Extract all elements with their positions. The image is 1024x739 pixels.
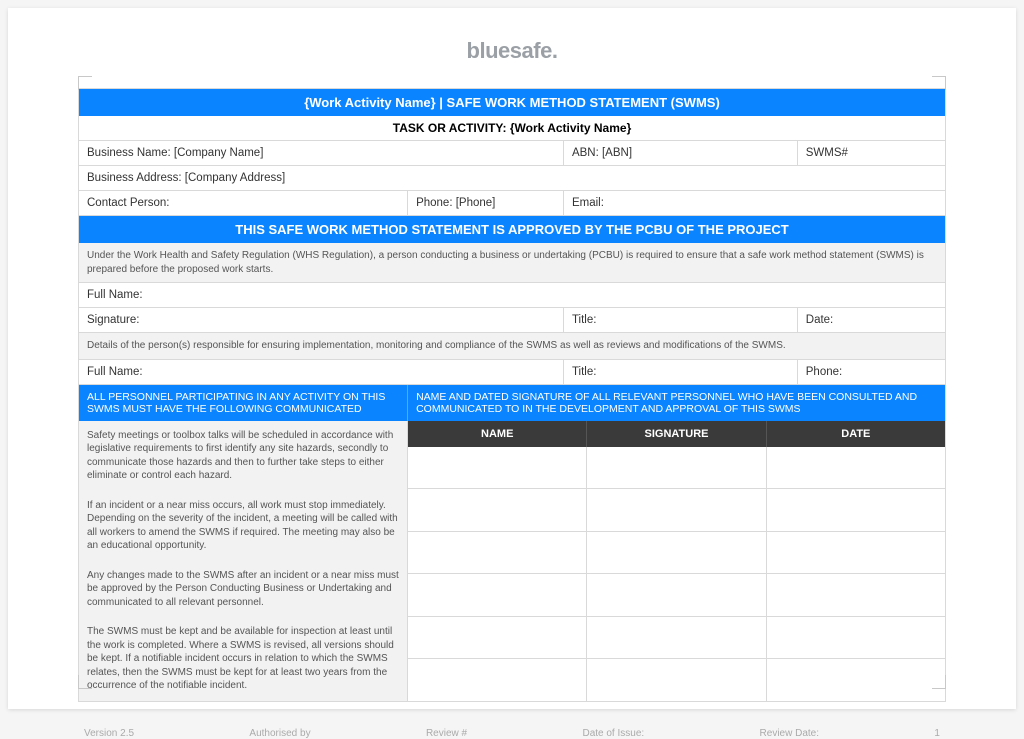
contact-row: Contact Person: Phone: [Phone] Email: bbox=[79, 191, 945, 216]
email-cell: Email: bbox=[564, 191, 945, 215]
business-name-cell: Business Name: [Company Name] bbox=[79, 141, 564, 165]
approver-fullname-cell: Full Name: bbox=[79, 283, 945, 307]
business-row: Business Name: [Company Name] ABN: [ABN]… bbox=[79, 141, 945, 166]
footer-review-date: Review Date: bbox=[760, 728, 819, 739]
sig-row bbox=[408, 447, 945, 489]
footer-version: Version 2.5 bbox=[84, 728, 134, 739]
footer-review: Review # bbox=[426, 728, 467, 739]
document-page: bluesafe. {Work Activity Name} | SAFE WO… bbox=[8, 8, 1016, 709]
contact-person-cell: Contact Person: bbox=[79, 191, 408, 215]
bottom-grid: Safety meetings or toolbox talks will be… bbox=[79, 421, 945, 701]
para-1: Safety meetings or toolbox talks will be… bbox=[79, 421, 407, 491]
responsible-fullname-cell: Full Name: bbox=[79, 360, 564, 384]
business-address-cell: Business Address: [Company Address] bbox=[79, 166, 945, 190]
responsible-note: Details of the person(s) responsible for… bbox=[79, 333, 945, 360]
sig-row bbox=[408, 573, 945, 616]
brand-text: bluesafe bbox=[467, 38, 552, 63]
responsible-phone-cell: Phone: bbox=[798, 360, 945, 384]
approver-title-cell: Title: bbox=[564, 308, 798, 332]
signature-table: NAME SIGNATURE DATE bbox=[408, 421, 945, 701]
swms-number-cell: SWMS# bbox=[798, 141, 945, 165]
sig-row bbox=[408, 531, 945, 574]
phone-cell: Phone: [Phone] bbox=[408, 191, 564, 215]
footer-issue: Date of Issue: bbox=[582, 728, 644, 739]
crop-mark-bl bbox=[78, 675, 92, 689]
sig-row bbox=[408, 488, 945, 531]
approver-date-cell: Date: bbox=[798, 308, 945, 332]
col-signature: SIGNATURE bbox=[587, 421, 766, 447]
approver-signature-cell: Signature: bbox=[79, 308, 564, 332]
split-header: ALL PERSONNEL PARTICIPATING IN ANY ACTIV… bbox=[79, 385, 945, 421]
crop-mark-tr bbox=[932, 76, 946, 90]
crop-mark-br bbox=[932, 675, 946, 689]
brand-dot: . bbox=[552, 38, 558, 63]
footer-authorised: Authorised by bbox=[249, 728, 310, 739]
signature-rows bbox=[408, 447, 945, 701]
approver-name-row: Full Name: bbox=[79, 283, 945, 308]
para-3: Any changes made to the SWMS after an in… bbox=[79, 561, 407, 618]
approver-sig-row: Signature: Title: Date: bbox=[79, 308, 945, 333]
signature-header: NAME SIGNATURE DATE bbox=[408, 421, 945, 447]
para-2: If an incident or a near miss occurs, al… bbox=[79, 491, 407, 561]
para-4: The SWMS must be kept and be available f… bbox=[79, 617, 407, 701]
responsible-title-cell: Title: bbox=[564, 360, 798, 384]
split-right: NAME AND DATED SIGNATURE OF ALL RELEVANT… bbox=[408, 385, 945, 421]
sig-row bbox=[408, 616, 945, 659]
page-footer: Version 2.5 Authorised by Review # Date … bbox=[78, 702, 946, 739]
approval-bar: THIS SAFE WORK METHOD STATEMENT IS APPRO… bbox=[79, 216, 945, 243]
task-activity-row: TASK OR ACTIVITY: {Work Activity Name} bbox=[79, 116, 945, 141]
regulation-note: Under the Work Health and Safety Regulat… bbox=[79, 243, 945, 283]
footer-page: 1 bbox=[934, 728, 940, 739]
col-name: NAME bbox=[408, 421, 587, 447]
split-left: ALL PERSONNEL PARTICIPATING IN ANY ACTIV… bbox=[79, 385, 408, 421]
communication-paragraphs: Safety meetings or toolbox talks will be… bbox=[79, 421, 408, 701]
crop-mark-tl bbox=[78, 76, 92, 90]
brand-logo: bluesafe. bbox=[78, 38, 946, 64]
swms-form: {Work Activity Name} | SAFE WORK METHOD … bbox=[78, 88, 946, 702]
col-date: DATE bbox=[767, 421, 945, 447]
title-bar: {Work Activity Name} | SAFE WORK METHOD … bbox=[79, 89, 945, 116]
responsible-row: Full Name: Title: Phone: bbox=[79, 360, 945, 385]
address-row: Business Address: [Company Address] bbox=[79, 166, 945, 191]
abn-cell: ABN: [ABN] bbox=[564, 141, 798, 165]
sig-row bbox=[408, 658, 945, 701]
